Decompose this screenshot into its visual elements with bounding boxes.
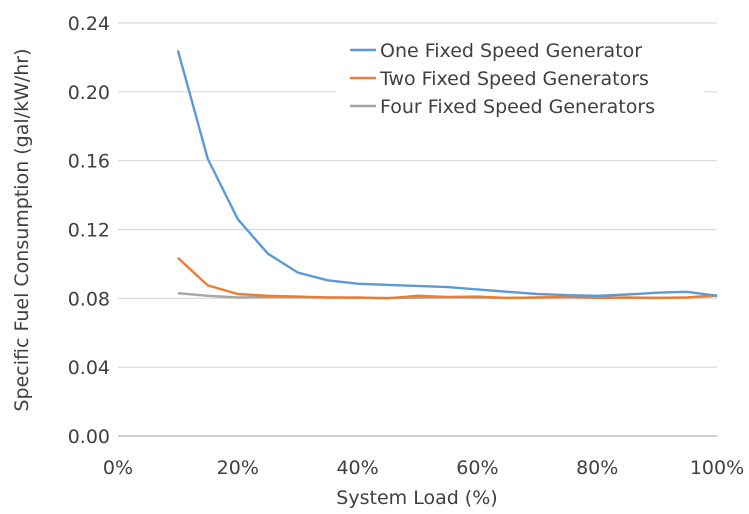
legend-label-two-fixed-speed-generators: Two Fixed Speed Generators	[379, 68, 649, 90]
series-line-one-fixed-speed-generator	[176, 50, 718, 297]
series-line-two-fixed-speed-generators	[177, 257, 718, 300]
y-tick-label: 0.08	[68, 288, 110, 310]
x-tick-label: 60%	[456, 457, 498, 479]
y-tick-label: 0.04	[68, 357, 110, 379]
legend-box	[336, 31, 704, 132]
y-tick-label: 0.12	[68, 220, 110, 242]
y-tick-label: 0.20	[68, 82, 110, 104]
x-tick-label: 40%	[336, 457, 378, 479]
y-tick-label: 0.24	[68, 13, 110, 35]
legend-label-one-fixed-speed-generator: One Fixed Speed Generator	[380, 40, 642, 62]
x-tick-label: 100%	[690, 457, 744, 479]
x-tick-label: 80%	[576, 457, 618, 479]
tick-labels: 0.00 0.04 0.08 0.12 0.16 0.20 0.24 0% 20% 40% 60% 8…	[68, 13, 744, 479]
x-axis-label: System Load (%)	[336, 487, 497, 509]
y-axis-label: Specific Fuel Consumption (gal/kW/hr)	[11, 48, 33, 411]
x-tick-label: 0%	[103, 457, 133, 479]
legend: One Fixed Speed Generator Two Fixed Speed…	[336, 31, 704, 132]
y-tick-label: 0.16	[68, 151, 110, 173]
series-lines	[176, 50, 718, 300]
y-tick-label: 0.00	[68, 426, 110, 448]
legend-label-four-fixed-speed-generators: Four Fixed Speed Generators	[380, 96, 655, 118]
x-tick-label: 20%	[217, 457, 259, 479]
